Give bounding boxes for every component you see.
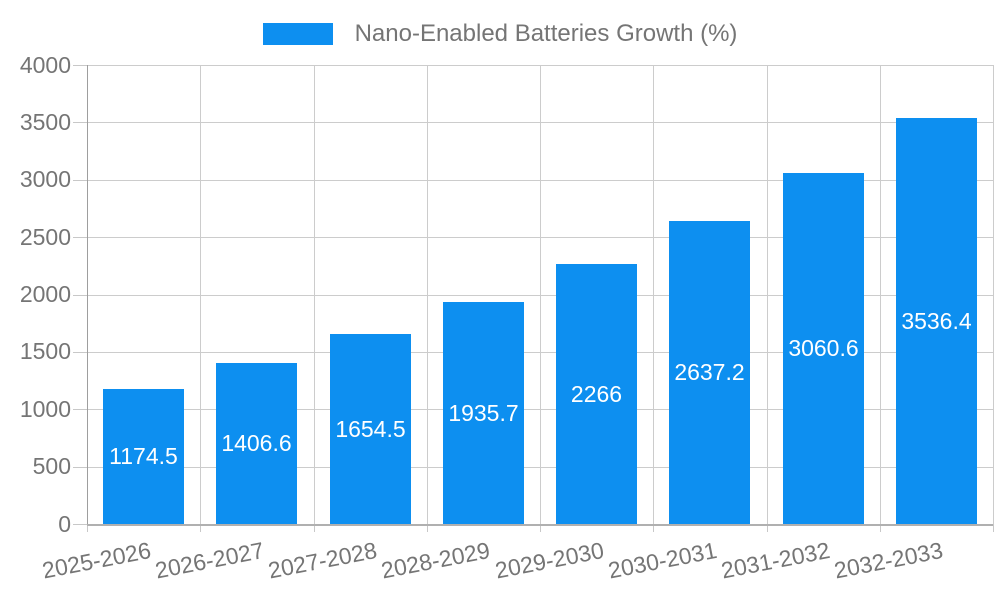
bar-value-label: 2266 [570,380,623,407]
y-tick-mark [73,409,87,410]
x-tick-mark [200,524,201,532]
x-tick-mark [314,524,315,532]
y-tick-label: 1000 [19,396,71,422]
y-axis-line [87,65,88,524]
y-tick-mark [73,352,87,353]
gridline-vertical [653,65,654,524]
y-tick-label: 500 [32,453,71,479]
bar: 2266 [556,264,637,524]
bar: 3536.4 [896,118,977,524]
y-tick-mark [73,180,87,181]
y-tick-label: 0 [58,511,71,537]
y-tick-label: 1500 [19,338,71,364]
bar: 1406.6 [216,363,297,524]
x-tick-mark [427,524,428,532]
bar-value-label: 1406.6 [221,430,292,456]
gridline-vertical [880,65,881,524]
bar: 3060.6 [783,173,864,524]
x-axis-label: 2029-2030 [493,537,606,584]
bar: 2637.2 [669,221,750,524]
x-tick-mark [540,524,541,532]
legend: Nano-Enabled Batteries Growth (%) [0,20,1000,48]
y-tick-label: 3000 [19,166,71,192]
gridline-vertical [314,65,315,524]
y-tick-mark [73,295,87,296]
y-tick-mark [73,122,87,123]
gridline-vertical [767,65,768,524]
x-axis-label: 2028-2029 [379,537,492,584]
bar: 1935.7 [443,302,524,524]
legend-label: Nano-Enabled Batteries Growth (%) [354,20,738,47]
x-tick-mark [653,524,654,532]
bar-value-label: 3536.4 [901,307,972,334]
legend-swatch [262,23,333,45]
x-axis-label: 2026-2027 [153,537,266,584]
bar-value-label: 1174.5 [109,443,178,469]
y-tick-label: 2000 [19,281,71,307]
y-tick-label: 2500 [19,224,71,250]
gridline-vertical [993,65,994,524]
x-axis-line [87,524,993,526]
bar: 1174.5 [103,389,184,524]
x-axis-label: 2027-2028 [266,537,379,584]
y-tick-mark [73,65,87,66]
gridline-vertical [200,65,201,524]
y-tick-label: 4000 [19,52,71,78]
gridline-vertical [540,65,541,524]
gridline-vertical [427,65,428,524]
x-axis-label: 2032-2033 [832,537,945,584]
bar-value-label: 1935.7 [448,399,519,426]
bar-value-label: 3060.6 [788,335,859,361]
bar-value-label: 2637.2 [674,359,745,385]
x-tick-mark [87,524,88,532]
y-tick-mark [73,524,87,525]
x-tick-mark [767,524,768,532]
y-tick-label: 3500 [19,109,71,135]
x-axis-label: 2030-2031 [606,537,719,584]
x-axis-label: 2031-2032 [719,537,832,584]
x-tick-mark [993,524,994,532]
bar: 1654.5 [330,334,411,524]
y-tick-mark [73,237,87,238]
y-tick-mark [73,467,87,468]
x-tick-mark [880,524,881,532]
x-axis-label: 2025-2026 [40,537,153,584]
bar-value-label: 1654.5 [335,415,406,442]
